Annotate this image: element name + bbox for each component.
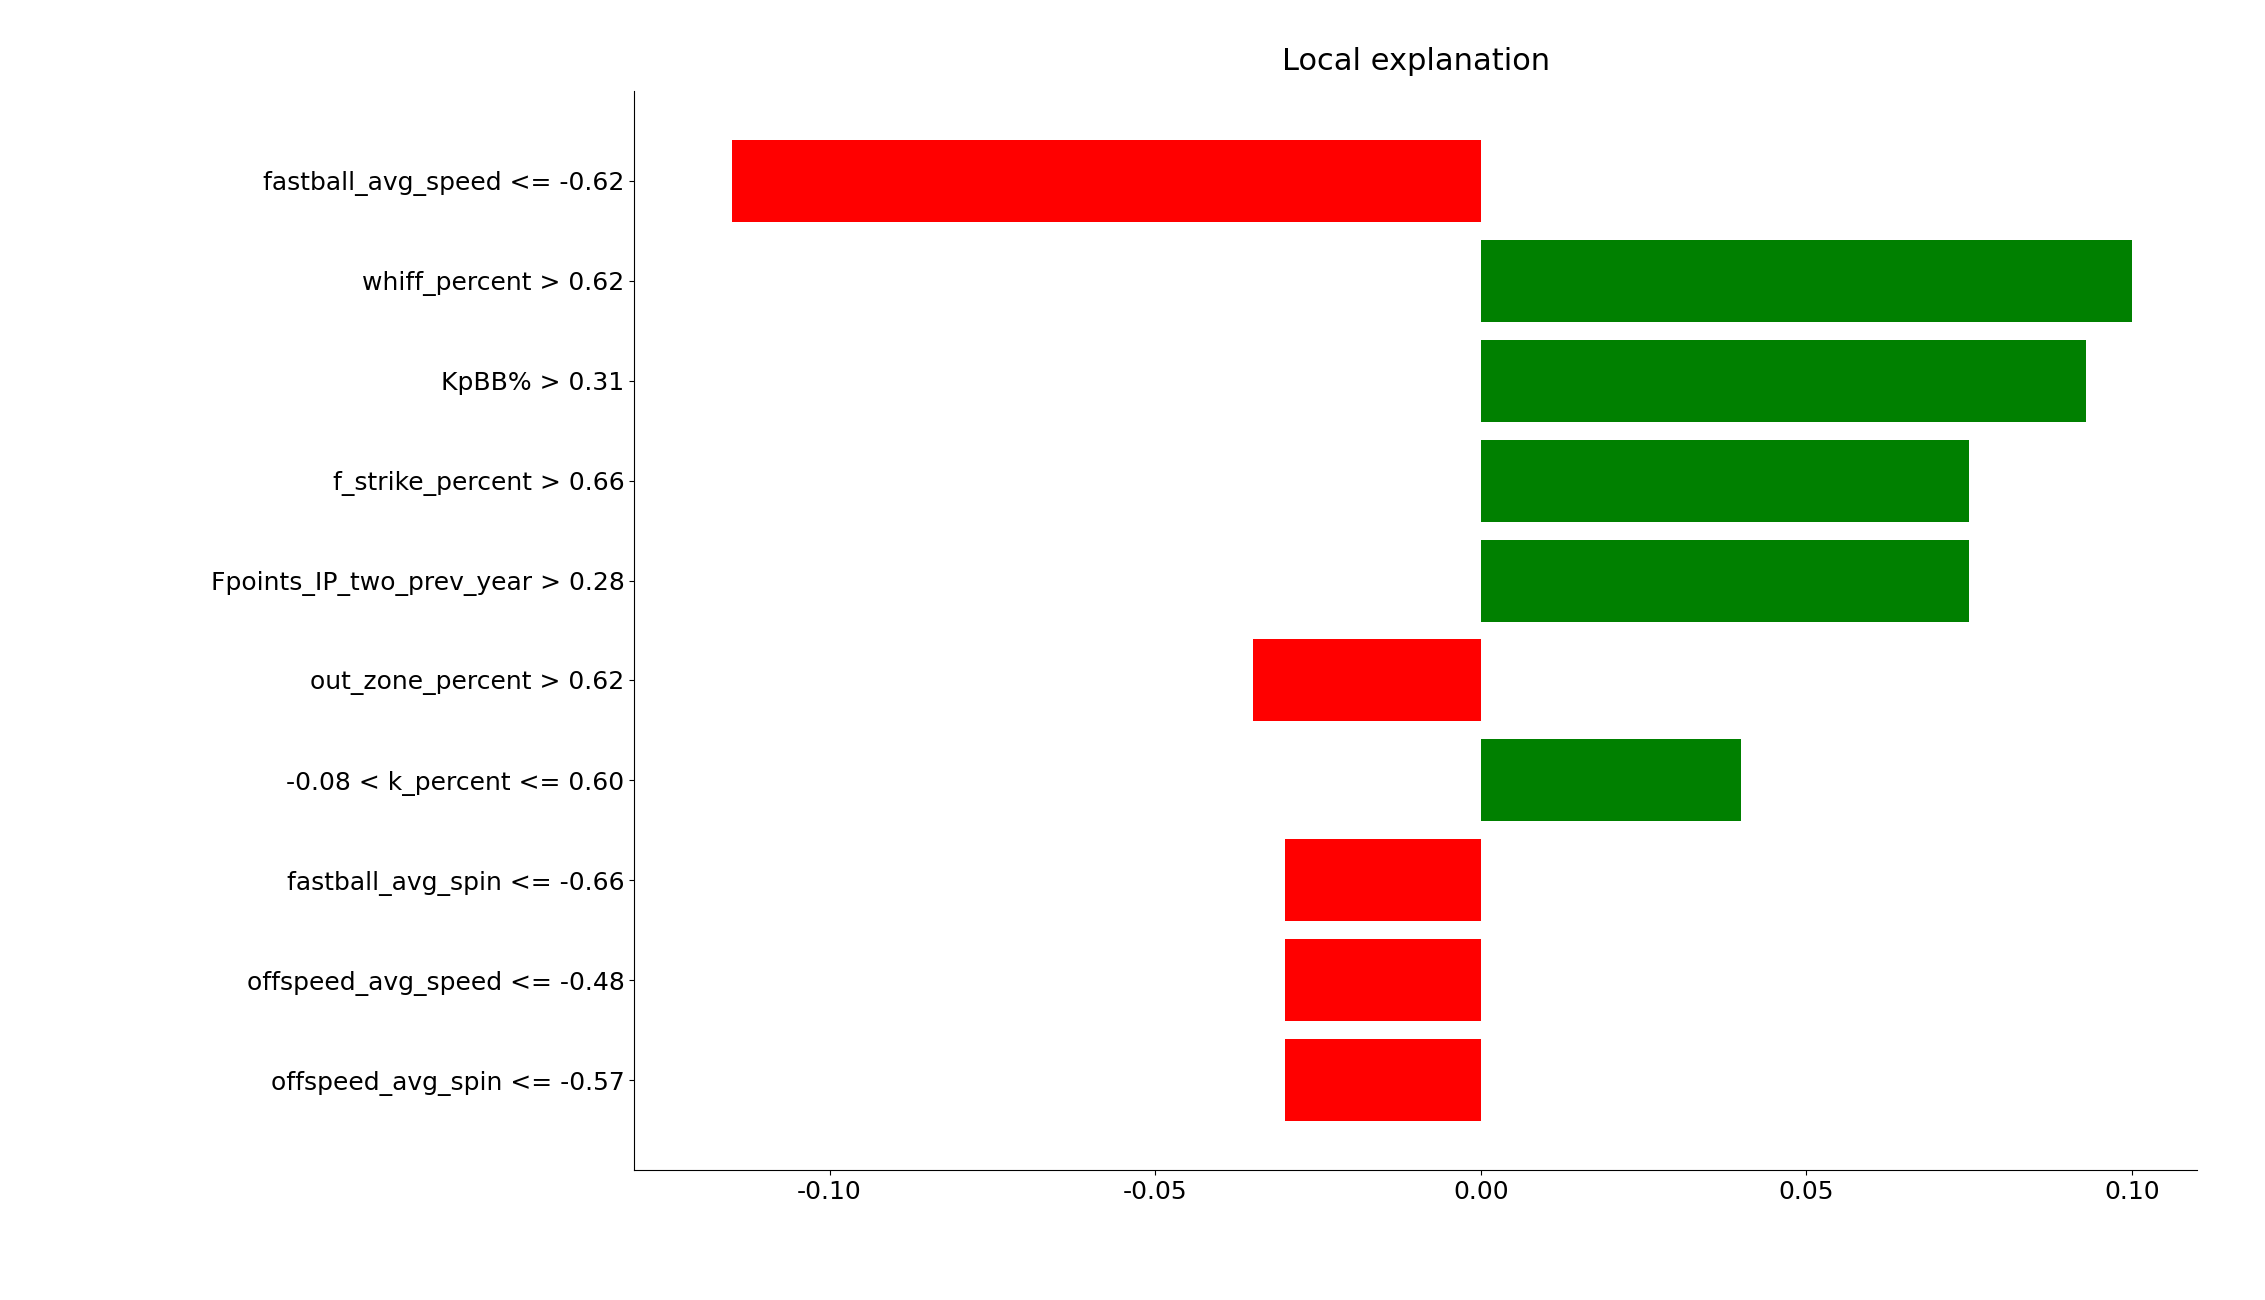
Bar <box>1481 740 1742 822</box>
Bar <box>732 140 1481 222</box>
Bar <box>1287 840 1481 922</box>
Bar <box>1481 439 1968 521</box>
Bar <box>1481 240 2131 322</box>
Title: Local explanation: Local explanation <box>1282 47 1549 77</box>
Bar <box>1481 339 2086 421</box>
Bar <box>1287 1039 1481 1121</box>
Bar <box>1481 540 1968 621</box>
Bar <box>1287 939 1481 1021</box>
Bar <box>1253 640 1481 722</box>
